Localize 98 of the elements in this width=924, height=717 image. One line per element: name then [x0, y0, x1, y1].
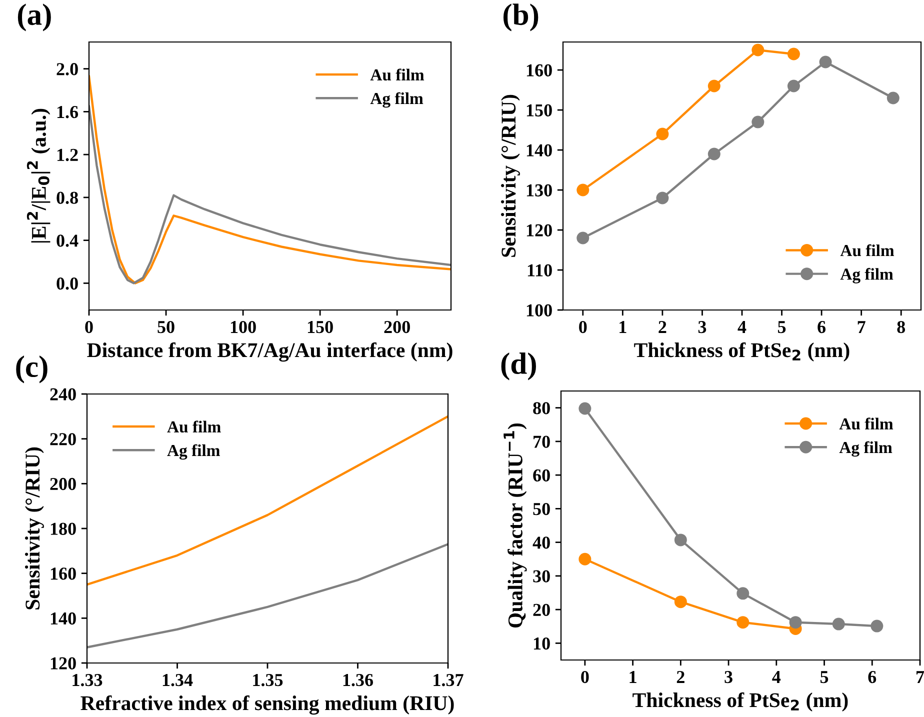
- x-tick-label: 2: [658, 320, 666, 333]
- y-tick-label: 150: [526, 104, 552, 116]
- chart-title: (b): [503, 4, 538, 32]
- x-tick-label: 6: [818, 320, 826, 334]
- point: [576, 184, 590, 196]
- x-tick-label: 0: [579, 320, 587, 334]
- x-tick-label: 4: [738, 321, 746, 333]
- y-tick-label: 220: [50, 433, 76, 446]
- y-tick-label: 120: [526, 224, 552, 236]
- point: [576, 232, 590, 244]
- chart-title: (d): [501, 352, 536, 380]
- x-tick-label: 1.36: [343, 674, 374, 686]
- x-tick-label: 100: [230, 320, 256, 334]
- point: [656, 192, 669, 204]
- y-axis-title: Sensitivity (°/RIU): [500, 94, 520, 257]
- x-tick-label: 1.35: [253, 674, 283, 686]
- x-axis-title: Distance from BK7/Ag/Au interface (nm): [87, 342, 452, 362]
- x-tick-label: 3: [724, 670, 732, 684]
- y-tick-label: 0.8: [56, 192, 78, 204]
- point: [752, 44, 764, 56]
- x-tick-label: 5: [778, 321, 786, 334]
- point: [736, 587, 750, 600]
- point: [708, 148, 720, 160]
- y-tick-label: 1.6: [57, 106, 78, 118]
- point: [656, 128, 669, 140]
- chart-title: (c): [16, 356, 48, 384]
- y-tick-label: 0.4: [56, 234, 78, 247]
- y-tick-label: 120: [50, 657, 76, 670]
- x-tick-label: 7: [916, 671, 924, 683]
- x-tick-label: 1.37: [434, 674, 464, 686]
- x-tick-label: 5: [820, 671, 828, 684]
- legend-label: Ag film: [840, 268, 894, 284]
- y-tick-label: 70: [534, 436, 550, 448]
- point: [578, 402, 592, 415]
- y-axis-title: |E|$^{2}$/|E$_{0}$|$^{2}$ (a.u.): [26, 108, 50, 243]
- legend-label: Au film: [370, 68, 424, 81]
- x-tick-label: 3: [698, 320, 706, 334]
- x-tick-label: 200: [384, 320, 410, 334]
- point: [674, 596, 687, 608]
- chart-title: (a): [18, 4, 51, 32]
- legend-label: Ag film: [167, 444, 220, 460]
- y-tick-label: 100: [526, 304, 552, 316]
- x-tick-label: 2: [676, 670, 684, 683]
- legend-label: Au film: [840, 244, 894, 256]
- point: [674, 534, 687, 546]
- y-tick-label: 50: [533, 502, 550, 516]
- x-tick-label: 0: [581, 670, 589, 684]
- y-axis-title: Sensitivity (°/RIU): [24, 447, 44, 610]
- y-tick-label: 160: [526, 64, 552, 76]
- point: [578, 552, 592, 566]
- legend-label: Ag film: [839, 441, 892, 457]
- y-tick-label: 20: [533, 604, 550, 616]
- y-tick-label: 140: [50, 612, 76, 625]
- point: [736, 616, 750, 629]
- y-tick-label: 130: [526, 184, 552, 196]
- x-tick-label: 1.33: [72, 674, 102, 686]
- legend-label: Au film: [839, 418, 894, 430]
- x-tick-label: 150: [308, 320, 333, 334]
- x-tick-label: 1: [630, 671, 636, 683]
- y-tick-label: 1.2: [57, 148, 78, 162]
- point: [832, 618, 845, 630]
- x-tick-label: 1: [620, 321, 626, 333]
- y-tick-label: 240: [50, 388, 76, 400]
- y-axis-title: Quality factor (RIU$^{−1}$): [504, 423, 527, 628]
- y-tick-label: 140: [526, 144, 552, 156]
- point: [886, 92, 900, 104]
- point: [787, 48, 800, 60]
- x-tick-label: 8: [897, 320, 906, 334]
- x-tick-label: 6: [868, 670, 876, 684]
- y-tick-label: 180: [50, 522, 76, 535]
- x-tick-label: 7: [858, 321, 866, 333]
- y-tick-label: 160: [50, 568, 76, 580]
- point: [787, 80, 800, 92]
- point: [708, 80, 720, 92]
- x-axis-title: Thickness of PtSe$_{2}$ (nm): [634, 342, 850, 362]
- y-tick-label: 10: [534, 637, 550, 650]
- point: [870, 620, 884, 632]
- line-series: [87, 543, 448, 648]
- y-tick-label: 40: [532, 536, 550, 549]
- y-tick-label: 110: [528, 264, 552, 276]
- point: [789, 616, 802, 629]
- point: [819, 56, 832, 68]
- x-axis-title: Thickness of PtSe$_{2}$ (nm): [632, 692, 848, 712]
- x-axis-title: Refractive index of sensing medium (RIU): [80, 695, 454, 715]
- y-tick-label: 2.0: [56, 63, 78, 76]
- y-tick-label: 30: [533, 570, 550, 582]
- y-tick-label: 60: [533, 469, 550, 482]
- x-tick-label: 1.34: [162, 674, 193, 686]
- x-tick-label: 50: [158, 320, 174, 334]
- x-tick-label: 0: [85, 320, 93, 334]
- x-tick-label: 4: [772, 671, 781, 683]
- y-tick-label: 0.0: [56, 277, 78, 290]
- legend-label: Ag film: [370, 92, 424, 108]
- y-tick-label: 80: [533, 402, 550, 414]
- line-series: [87, 415, 448, 586]
- point: [752, 116, 764, 128]
- y-tick-label: 200: [50, 478, 76, 490]
- legend-label: Au film: [167, 420, 221, 433]
